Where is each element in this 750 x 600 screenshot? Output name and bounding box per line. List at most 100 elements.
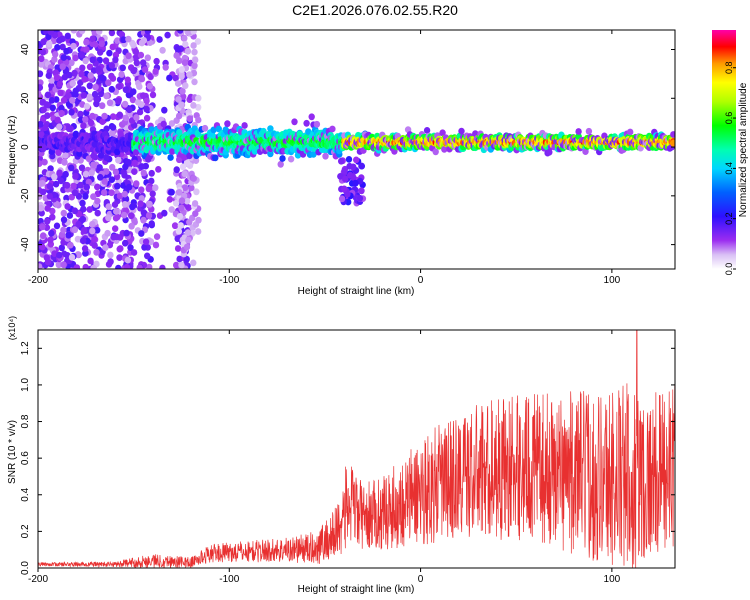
heat-cell: [303, 119, 310, 127]
snr-x-label: Height of straight line (km): [298, 584, 415, 595]
heat-cell: [125, 52, 132, 60]
heat-cell: [66, 212, 74, 219]
y-tick-label: -20: [20, 188, 31, 203]
heat-cell: [161, 106, 168, 114]
heat-cell: [55, 261, 62, 269]
heat-cell: [69, 96, 76, 104]
heat-cell: [313, 120, 321, 128]
heat-cell: [190, 259, 197, 267]
heat-cell: [183, 197, 191, 205]
heat-cell: [135, 98, 142, 106]
heat-cell: [140, 92, 147, 99]
heat-cell: [195, 94, 202, 102]
heat-cell: [146, 263, 153, 269]
y-tick-label: 40: [20, 44, 31, 56]
heat-cell: [72, 54, 79, 62]
heat-cell: [79, 199, 86, 207]
heat-cell: [121, 201, 129, 208]
heat-cell: [112, 56, 119, 64]
heat-cell: [670, 139, 675, 147]
heat-cell: [115, 97, 122, 105]
heat-cell: [146, 82, 154, 90]
heat-cell: [53, 74, 61, 82]
heat-cell: [56, 251, 63, 259]
colorbar-tick-label: 0.2: [724, 212, 734, 225]
heat-cell: [423, 126, 431, 134]
heat-cell: [345, 156, 353, 163]
heat-cell: [138, 39, 146, 47]
heat-cell: [162, 63, 169, 71]
heat-cell: [96, 30, 103, 35]
heat-cell: [93, 248, 100, 256]
heat-cell: [47, 30, 54, 36]
heat-cell: [80, 122, 87, 130]
heat-cell: [59, 63, 66, 71]
heat-cell: [188, 184, 195, 192]
heat-cell: [71, 226, 79, 234]
snr-series-line: [38, 330, 675, 568]
heat-cell: [146, 200, 153, 208]
heat-cell: [72, 172, 79, 180]
heat-cell: [112, 168, 120, 176]
y-tick-label: 0.2: [20, 524, 31, 538]
heat-cell: [64, 203, 71, 210]
snr-y-label: SNR (10 * v/v): [7, 420, 18, 484]
heat-cell: [115, 83, 122, 91]
heat-cell: [337, 173, 344, 180]
heat-cell: [103, 168, 110, 175]
heat-cell: [82, 57, 89, 65]
heat-cell: [60, 54, 67, 61]
heat-cell: [67, 241, 74, 249]
heat-cell: [176, 57, 183, 65]
heat-cell: [291, 118, 298, 126]
heat-cell: [47, 236, 54, 244]
heat-cell: [113, 208, 120, 215]
heat-cell: [137, 51, 145, 59]
heat-cell: [107, 258, 114, 266]
heat-cell: [184, 229, 192, 237]
heat-cell: [126, 106, 133, 114]
heat-cell: [168, 120, 176, 127]
heat-cell: [94, 209, 101, 217]
heat-cell: [102, 57, 110, 65]
heat-cell: [140, 209, 147, 216]
heat-cell: [124, 76, 131, 84]
heat-cell: [192, 56, 199, 64]
heat-cell: [195, 116, 202, 124]
heat-cell: [38, 90, 42, 98]
heat-cell: [81, 245, 89, 253]
heat-cell: [94, 183, 101, 191]
heat-cell: [129, 96, 137, 104]
heat-cell: [174, 245, 182, 252]
snr-x-ticks: -200 -100 0 100: [28, 330, 621, 585]
heat-cell: [57, 177, 65, 185]
heat-cell: [114, 213, 121, 221]
heat-cell: [81, 226, 88, 234]
heat-cell: [101, 178, 108, 185]
heat-cell: [65, 231, 72, 239]
heat-cell: [116, 192, 124, 200]
heat-cell: [193, 188, 200, 196]
spectrogram-y-ticks: -40 -20 0 20 40: [20, 44, 675, 252]
heat-cell: [189, 229, 196, 237]
heat-cell: [48, 229, 55, 237]
heat-cell: [141, 66, 149, 73]
heat-cell: [183, 255, 190, 263]
heat-cell: [39, 48, 47, 56]
heat-cell: [83, 103, 91, 110]
heat-cell: [38, 84, 44, 91]
heat-cell: [116, 245, 123, 253]
heat-cell: [106, 49, 113, 57]
heat-cell: [91, 41, 99, 48]
heat-cell: [194, 38, 202, 45]
colorbar: 0.0 0.2 0.4 0.6 0.8 Normalized spectral ampl…: [712, 30, 749, 275]
heat-cell: [38, 120, 44, 128]
heat-cell: [546, 148, 553, 156]
heat-cell: [182, 41, 189, 48]
heat-cell: [105, 214, 112, 222]
heat-cell: [38, 204, 45, 212]
heat-cell: [98, 74, 106, 81]
heat-cell: [112, 225, 119, 233]
